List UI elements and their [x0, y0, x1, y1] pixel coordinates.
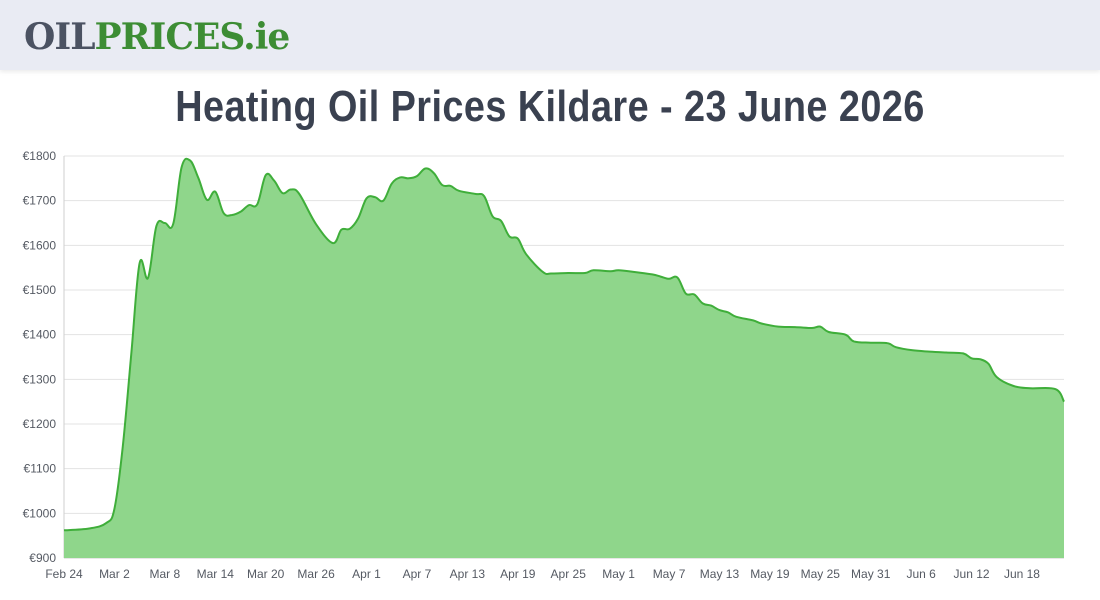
chart-area-layer	[63, 157, 1065, 558]
logo-oil-text: OIL	[24, 16, 96, 58]
x-tick-label: Mar 26	[297, 567, 335, 581]
site-logo[interactable]: OILPRICES.ie	[24, 15, 290, 59]
x-tick-label: May 1	[602, 567, 635, 581]
y-axis: €900 €1000 €1100 €1200 €1300 €1400 €1500 €1600 €…	[23, 149, 57, 565]
y-tick-label: €1500	[23, 283, 57, 297]
x-tick-label: Mar 20	[247, 567, 285, 581]
x-tick-label: Apr 7	[403, 567, 432, 581]
x-tick-label: Mar 14	[197, 567, 235, 581]
site-header: OILPRICES.ie	[0, 0, 1100, 70]
x-tick-label: May 19	[750, 567, 790, 581]
page-title: Heating Oil Prices Kildare - 23 June 202…	[175, 82, 925, 131]
x-tick-label: May 25	[801, 567, 841, 581]
x-tick-label: Jun 18	[1004, 567, 1040, 581]
x-tick-label: May 13	[700, 567, 740, 581]
logo-tld-text: .ie	[243, 16, 290, 58]
x-tick-label: Mar 8	[149, 567, 180, 581]
y-tick-label: €1100	[24, 462, 57, 476]
x-tick-label: Feb 24	[45, 567, 83, 581]
x-tick-label: Apr 13	[450, 567, 486, 581]
x-tick-label: Apr 1	[352, 567, 381, 581]
y-tick-label: €900	[29, 551, 56, 565]
y-tick-label: €1000	[23, 506, 57, 520]
y-tick-label: €1700	[23, 194, 57, 208]
x-tick-label: Apr 25	[551, 567, 587, 581]
y-tick-label: €1600	[23, 238, 57, 252]
x-axis: Feb 24 Mar 2 Mar 8 Mar 14 Mar 20 Mar 26 Apr 1 A…	[45, 567, 1040, 581]
x-tick-label: May 7	[653, 567, 686, 581]
x-tick-label: Jun 12	[954, 567, 990, 581]
y-tick-label: €1200	[23, 417, 57, 431]
x-tick-label: Jun 6	[906, 567, 936, 581]
x-tick-label: Mar 2	[99, 567, 130, 581]
x-tick-label: May 31	[851, 567, 891, 581]
logo-prices-text: PRICES	[94, 16, 245, 58]
y-tick-label: €1400	[23, 328, 57, 342]
price-area-fill	[64, 158, 1064, 558]
y-tick-label: €1300	[23, 372, 57, 386]
y-tick-label: €1800	[23, 149, 57, 163]
price-line	[63, 157, 1065, 532]
x-tick-label: Apr 19	[500, 567, 536, 581]
